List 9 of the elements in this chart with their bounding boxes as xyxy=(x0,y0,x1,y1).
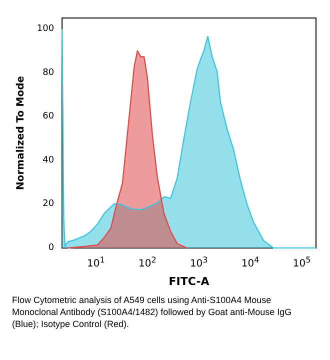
y-tick-label: 0 xyxy=(48,243,54,253)
y-tick-label: 40 xyxy=(42,155,54,166)
y-axis-title: Normalized To Mode xyxy=(16,76,26,190)
x-axis-title: FITC-A xyxy=(168,275,210,288)
y-tick-label: 80 xyxy=(42,68,54,78)
y-tick-label: 60 xyxy=(42,112,54,122)
y-tick-label: 100 xyxy=(36,24,54,34)
text: Flow Cytometric analysis of A549 cells using Anti-S100A4 Mouse Monoclonal Antibody (S100A4/1482) followed by Goat anti-Mouse IgG (Blue); Isotype Control (Red). xyxy=(12,295,294,329)
y-tick-label: 20 xyxy=(42,199,54,210)
